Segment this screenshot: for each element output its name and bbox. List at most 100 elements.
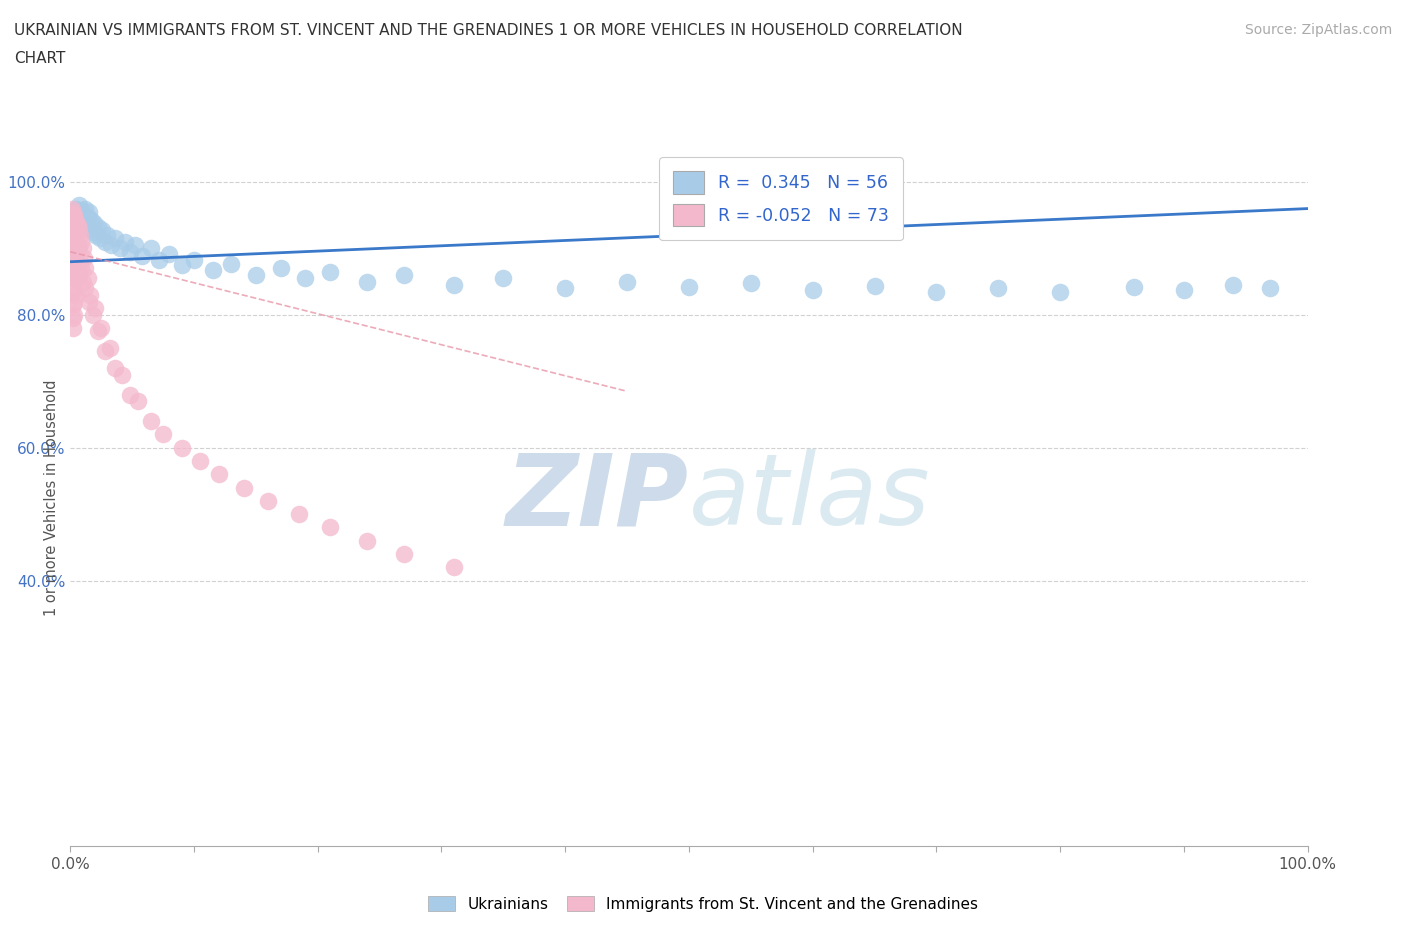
Point <box>114 234 136 249</box>
Point <box>69 211 91 226</box>
Point <box>86 324 108 339</box>
Point <box>63 308 86 323</box>
Point <box>127 393 149 408</box>
Point <box>72 274 94 289</box>
Point <box>65 287 87 302</box>
Point <box>139 414 162 429</box>
Point <box>60 215 83 230</box>
Point <box>67 241 90 256</box>
Text: UKRAINIAN VS IMMIGRANTS FROM ST. VINCENT AND THE GRENADINES 1 OR MORE VEHICLES I: UKRAINIAN VS IMMIGRANTS FROM ST. VINCENT… <box>14 23 963 38</box>
Point <box>75 261 97 276</box>
Point <box>157 246 180 261</box>
Point <box>60 254 83 269</box>
Point <box>86 219 108 234</box>
Legend: R =  0.345   N = 56, R = -0.052   N = 73: R = 0.345 N = 56, R = -0.052 N = 73 <box>659 157 903 240</box>
Point <box>492 271 515 286</box>
Point <box>63 281 86 296</box>
Point <box>1222 277 1244 292</box>
Point <box>245 268 267 283</box>
Point <box>94 234 117 249</box>
Point <box>118 245 141 259</box>
Point <box>319 520 342 535</box>
Point <box>70 203 93 218</box>
Point <box>66 205 89 219</box>
Point <box>63 221 86 236</box>
Point <box>232 480 254 495</box>
Point <box>170 440 193 455</box>
Point <box>65 247 87 262</box>
Point <box>201 262 224 277</box>
Point <box>62 285 84 299</box>
Point <box>73 215 96 230</box>
Point <box>70 234 93 249</box>
Text: Source: ZipAtlas.com: Source: ZipAtlas.com <box>1244 23 1392 37</box>
Point <box>62 311 84 325</box>
Point <box>394 268 416 283</box>
Point <box>98 340 121 355</box>
Point <box>66 218 89 232</box>
Point <box>89 231 111 246</box>
Point <box>863 278 886 293</box>
Point <box>65 271 87 286</box>
Point <box>84 300 107 315</box>
Point <box>60 228 83 243</box>
Point <box>219 257 242 272</box>
Point <box>288 507 311 522</box>
Point <box>90 321 112 336</box>
Point <box>84 228 107 243</box>
Point <box>70 261 93 276</box>
Point <box>65 224 87 239</box>
Point <box>925 285 948 299</box>
Text: atlas: atlas <box>689 449 931 546</box>
Point <box>188 454 211 469</box>
Point <box>63 234 86 249</box>
Point <box>319 264 342 279</box>
Point <box>183 252 205 267</box>
Point <box>111 367 134 382</box>
Text: ZIP: ZIP <box>506 449 689 546</box>
Point <box>76 271 98 286</box>
Point <box>740 275 762 290</box>
Point <box>131 249 153 264</box>
Point <box>69 254 91 269</box>
Point <box>76 209 98 224</box>
Text: CHART: CHART <box>14 51 66 66</box>
Point <box>170 258 193 272</box>
Point <box>443 560 465 575</box>
Point <box>100 238 122 253</box>
Point <box>104 231 127 246</box>
Point <box>72 207 94 222</box>
Point <box>77 294 100 309</box>
Point <box>62 218 84 232</box>
Y-axis label: 1 or more Vehicles in Household: 1 or more Vehicles in Household <box>44 379 59 616</box>
Point <box>62 205 84 219</box>
Point <box>69 228 91 243</box>
Point <box>1260 281 1282 296</box>
Point <box>65 201 87 216</box>
Point <box>1049 285 1071 299</box>
Point <box>65 215 87 230</box>
Point <box>356 533 378 548</box>
Point <box>356 274 378 289</box>
Point <box>62 231 84 246</box>
Point <box>62 271 84 286</box>
Point <box>443 277 465 292</box>
Point <box>94 344 117 359</box>
Point <box>60 201 83 216</box>
Point <box>67 268 90 283</box>
Point <box>294 271 316 286</box>
Point <box>80 212 103 227</box>
Point <box>118 387 141 402</box>
Point <box>75 218 97 232</box>
Point <box>152 427 174 442</box>
Point <box>62 258 84 272</box>
Point <box>63 247 86 262</box>
Point <box>63 294 86 309</box>
Point <box>91 222 114 237</box>
Point <box>65 238 87 253</box>
Point <box>208 467 231 482</box>
Point <box>270 261 292 276</box>
Point <box>554 281 576 296</box>
Point <box>987 281 1010 296</box>
Point <box>394 547 416 562</box>
